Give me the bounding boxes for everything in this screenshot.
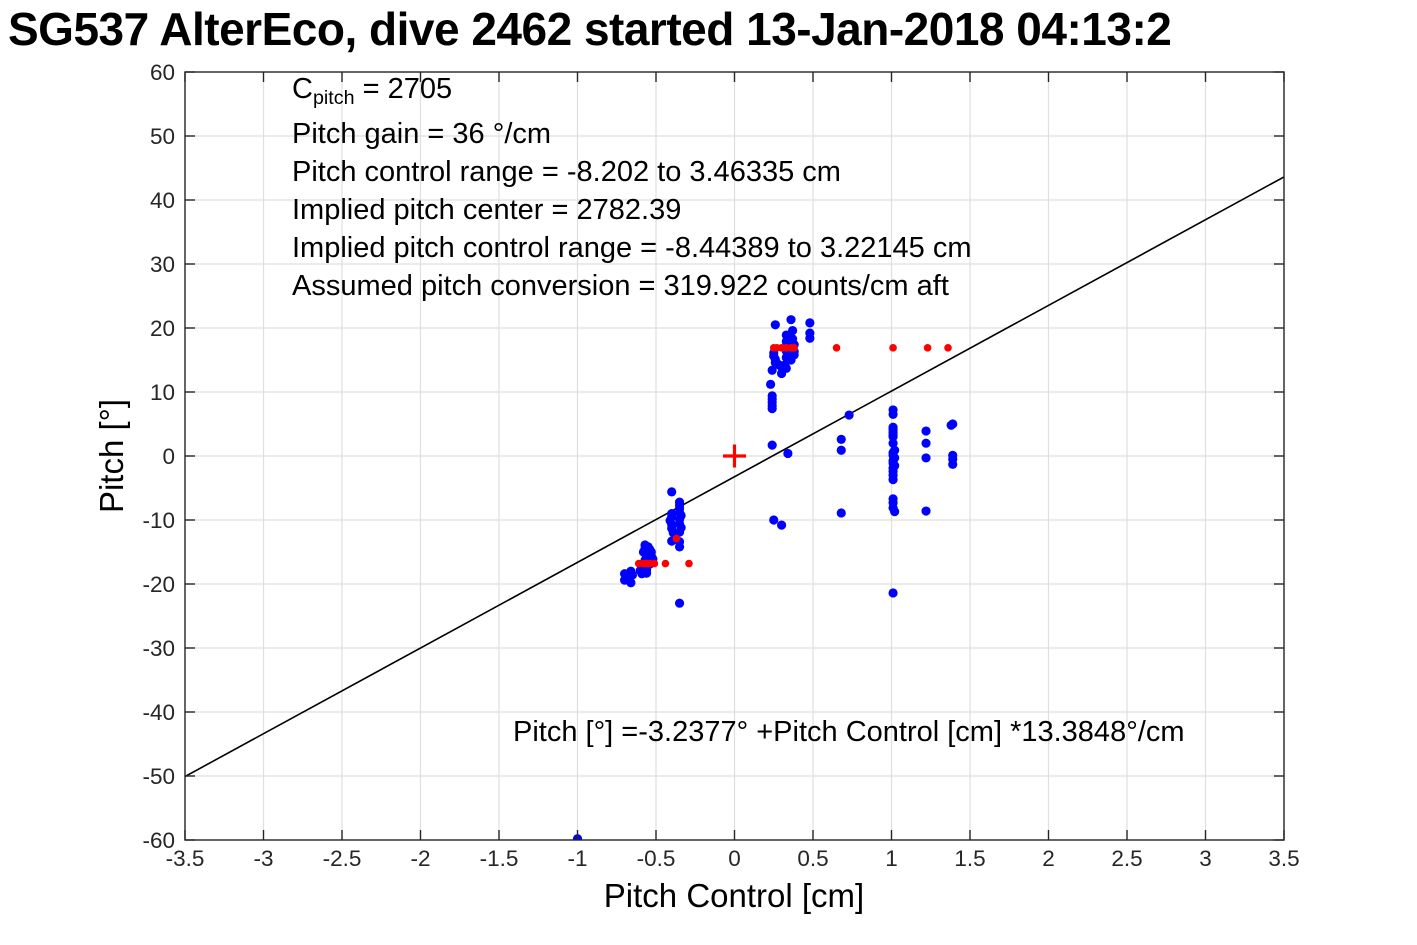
axes: -3.5 -3 -2.5 -2 -1.5 -1 -0.5 0 0.5 1 1.5 2 2.5 3 3.5 -6… (142, 60, 1299, 871)
y-tick-label: 10 (150, 380, 175, 405)
annotation-pitch-gain: Pitch gain = 36 °/cm (292, 118, 552, 150)
observed-pitch-point (623, 574, 633, 585)
y-tick-label: 60 (150, 60, 175, 85)
observed-pitch-point (805, 318, 815, 328)
y-tick-label: -10 (142, 508, 175, 533)
commanded-pitch-point (650, 559, 659, 568)
x-tick-label: 0.5 (797, 846, 828, 871)
observed-pitch-point (921, 453, 931, 463)
commanded-pitch-point (832, 344, 841, 352)
x-tick-label: -1 (567, 846, 587, 871)
observed-pitch-point (805, 333, 815, 343)
fit-line (185, 176, 1284, 778)
x-tick-label: 2 (1042, 846, 1055, 871)
cpitch-base: C (292, 73, 313, 105)
grid-lines (184, 71, 1285, 841)
observed-pitch-point (786, 315, 796, 325)
annotation-implied-pitch-control-range: Implied pitch control range = -8.44389 t… (292, 232, 972, 264)
observed-pitch-point (921, 426, 931, 436)
x-tick-label: -2.5 (323, 846, 362, 871)
commanded-pitch-point (944, 344, 952, 352)
commanded-pitch-point (923, 344, 932, 352)
observed-pitch-point (836, 508, 846, 518)
x-tick-label: -1.5 (480, 846, 519, 871)
observed-pitch-point (888, 432, 898, 442)
annotation-pitch-control-range: Pitch control range = -8.202 to 3.46335 … (292, 156, 841, 188)
cpitch-subscript: pitch (312, 86, 355, 109)
x-tick-label: 2.5 (1111, 846, 1142, 871)
x-tick-label: 3.5 (1268, 846, 1299, 871)
annotation-assumed-pitch-conversion: Assumed pitch conversion = 319.922 count… (292, 270, 949, 302)
observed-pitch-point (888, 475, 898, 485)
observed-pitch-point (948, 459, 958, 469)
x-tick-label: 1 (885, 846, 898, 871)
annotation-block: Cpitch = 2705 Pitch gain = 36 °/cm Pitch… (292, 70, 972, 305)
observed-pitch-point (769, 515, 779, 525)
x-tick-label: 3 (1199, 846, 1212, 871)
observed-pitch-point (783, 448, 793, 459)
x-tick-label: 0 (728, 846, 741, 871)
y-tick-label: 50 (150, 124, 175, 149)
y-tick-label: 20 (150, 316, 175, 341)
commanded-pitch-point (672, 534, 681, 543)
y-axis-label: Pitch [°] (93, 398, 130, 514)
observed-pitch-point (836, 434, 846, 444)
observed-pitch-point (767, 440, 777, 450)
y-tick-label: 30 (150, 252, 175, 277)
observed-pitch-point (890, 507, 900, 517)
commanded-pitch-point (661, 559, 670, 568)
observed-pitch-point (766, 379, 776, 389)
observed-pitch-point (777, 520, 787, 530)
observed-pitch-point (641, 568, 652, 578)
annotation-cpitch: Cpitch = 2705 (292, 70, 972, 109)
observed-pitch-point (674, 542, 685, 552)
series-pitch-center (723, 444, 746, 468)
data-layer (185, 176, 1284, 840)
observed-pitch-point (888, 409, 898, 419)
y-tick-label: 40 (150, 188, 175, 213)
y-tick-label: -50 (142, 764, 175, 789)
observed-pitch-point (770, 320, 780, 330)
x-axis-label: Pitch Control [cm] (603, 877, 865, 914)
commanded-pitch-point (889, 344, 897, 352)
series-commanded-pitch (634, 344, 952, 568)
observed-pitch-point (921, 438, 931, 448)
observed-pitch-point (888, 588, 898, 598)
observed-pitch-point (921, 506, 931, 516)
observed-pitch-point (767, 404, 777, 414)
observed-pitch-point (844, 410, 854, 420)
observed-pitch-point (946, 420, 956, 430)
y-tick-label: -20 (142, 572, 175, 597)
figure-title: SG537 AlterEco, dive 2462 started 13-Jan… (8, 3, 1172, 55)
y-tick-label: 0 (162, 444, 175, 469)
y-tick-label: -60 (142, 828, 175, 853)
cpitch-value: = 2705 (354, 73, 453, 105)
observed-pitch-point (638, 547, 649, 557)
observed-pitch-point (767, 365, 777, 375)
commanded-pitch-point (790, 344, 798, 352)
observed-pitch-point (777, 368, 787, 379)
y-tick-label: -40 (142, 700, 175, 725)
x-tick-label: -2 (410, 846, 430, 871)
observed-pitch-point (667, 487, 677, 497)
y-tick-label: -30 (142, 636, 175, 661)
x-tick-label: -0.5 (637, 846, 676, 871)
x-tick-label: -3.5 (166, 846, 205, 871)
observed-pitch-point (786, 355, 796, 365)
commanded-pitch-point (685, 559, 693, 568)
observed-pitch-point (674, 598, 685, 608)
series-observed-pitch (572, 315, 958, 840)
x-tick-label: -3 (253, 846, 273, 871)
observed-pitch-point (836, 445, 846, 455)
fit-equation-label: Pitch [°] =-3.2377° +Pitch Control [cm] … (513, 716, 1185, 748)
x-tick-label: 1.5 (954, 846, 985, 871)
annotation-implied-pitch-center: Implied pitch center = 2782.39 (292, 194, 682, 226)
observed-pitch-point (888, 438, 898, 448)
